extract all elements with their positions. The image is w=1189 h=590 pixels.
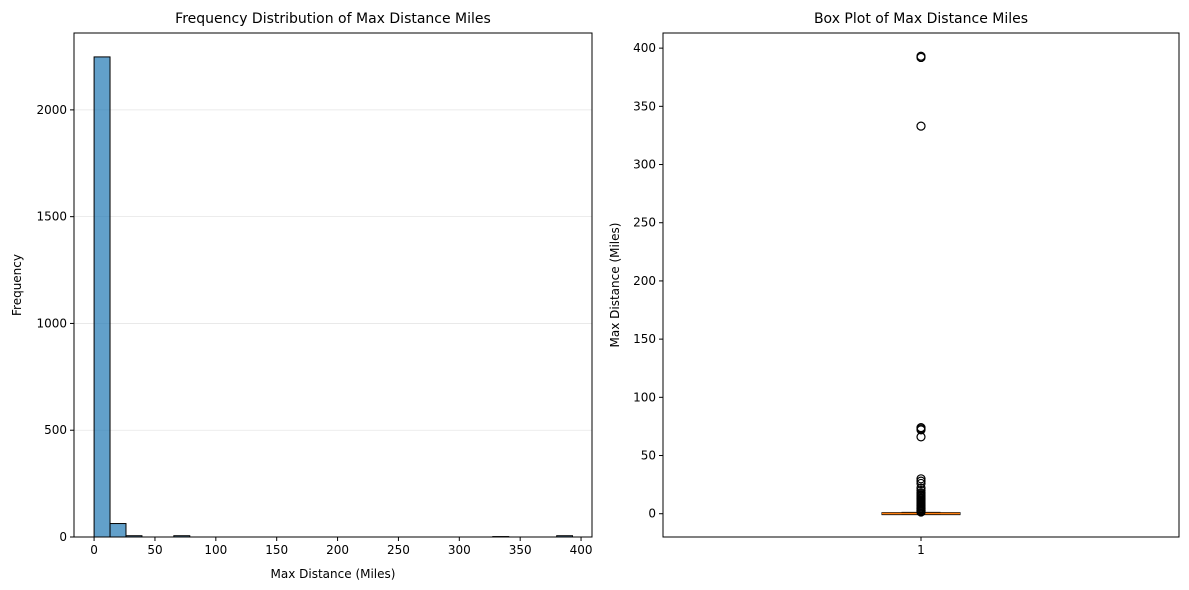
- boxplot-y-ticks: 0 50 100 150 200 250 300 350 400: [633, 41, 663, 521]
- boxplot-outlier-point: [916, 425, 926, 435]
- boxplot-chart: Box Plot of Max Distance Miles 1 0 50 100 1…: [608, 11, 1180, 557]
- boxplot-outlier-point: [916, 432, 926, 442]
- histogram-bar: [109, 523, 127, 538]
- histogram-bars: [93, 56, 574, 538]
- boxplot-y-label: Max Distance (Miles): [608, 223, 622, 348]
- boxplot-title: Box Plot of Max Distance Miles: [814, 11, 1028, 27]
- boxplot-x-tick-label: 1: [917, 543, 925, 557]
- boxplot-y-tick-label: 350: [633, 99, 656, 113]
- boxplot-y-tick-label: 50: [641, 449, 656, 463]
- histogram-y-tick-label: 2000: [36, 103, 67, 117]
- boxplot-outlier-point: [916, 507, 926, 517]
- histogram-y-tick-label: 500: [44, 423, 67, 437]
- histogram-x-label: Max Distance (Miles): [271, 567, 396, 581]
- histogram-x-tick-label: 0: [90, 543, 98, 557]
- boxplot-outlier-point: [916, 474, 926, 484]
- histogram-x-tick-label: 250: [387, 543, 410, 557]
- histogram-plot-frame: [73, 32, 593, 538]
- boxplot-outlier-point: [916, 478, 926, 489]
- boxplot-y-tick-label: 200: [633, 274, 656, 288]
- histogram-gridlines: [74, 109, 592, 431]
- histogram-chart: Frequency Distribution of Max Distance M…: [10, 11, 593, 581]
- histogram-x-tick-label: 300: [448, 543, 471, 557]
- boxplot-y-tick-label: 400: [633, 41, 656, 55]
- histogram-y-label: Frequency: [10, 254, 24, 316]
- boxplot-outlier-point: [916, 476, 926, 486]
- histogram-y-ticks: 0 500 1000 1500 2000: [36, 103, 74, 544]
- histogram-x-tick-label: 150: [265, 543, 288, 557]
- histogram-x-tick-label: 400: [570, 543, 593, 557]
- histogram-y-tick-label: 0: [59, 530, 67, 544]
- histogram-bar: [93, 56, 111, 538]
- histogram-x-ticks: 0 50 100 150 200 250 300 350 400: [90, 537, 592, 557]
- histogram-x-tick-label: 100: [204, 543, 227, 557]
- boxplot-x-ticks: 1: [917, 537, 925, 557]
- boxplot-outlier-point: [916, 52, 926, 63]
- boxplot-y-tick-label: 250: [633, 216, 656, 230]
- boxplot-outlier-point: [916, 121, 926, 131]
- histogram-x-tick-label: 50: [147, 543, 162, 557]
- histogram-y-tick-label: 1000: [36, 316, 67, 330]
- boxplot-y-tick-label: 0: [648, 507, 656, 521]
- boxplot-y-tick-label: 300: [633, 158, 656, 172]
- boxplot-outliers: [916, 51, 926, 517]
- histogram-x-tick-label: 350: [509, 543, 532, 557]
- histogram-x-tick-label: 200: [326, 543, 349, 557]
- histogram-title: Frequency Distribution of Max Distance M…: [175, 11, 491, 27]
- boxplot-y-tick-label: 150: [633, 332, 656, 346]
- boxplot-plot-frame: [662, 32, 1180, 538]
- histogram-y-tick-label: 1500: [36, 210, 67, 224]
- boxplot-y-tick-label: 100: [633, 390, 656, 404]
